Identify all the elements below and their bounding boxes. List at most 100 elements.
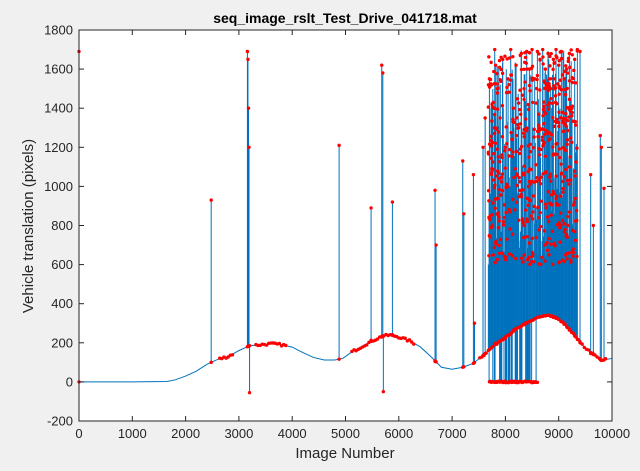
data-point	[552, 77, 557, 81]
data-point	[489, 60, 493, 65]
data-point	[518, 88, 522, 92]
data-point	[503, 145, 508, 149]
data-point	[552, 241, 556, 246]
data-point	[209, 198, 213, 202]
y-tick-label: 0	[66, 374, 73, 389]
x-tick-label: 0	[75, 426, 82, 441]
data-point	[527, 50, 531, 55]
data-point	[548, 64, 552, 68]
data-point	[530, 179, 534, 184]
data-point	[511, 54, 515, 59]
data-point	[522, 235, 526, 240]
data-point	[433, 188, 437, 193]
y-tick-label: 400	[51, 296, 73, 311]
data-point	[491, 253, 495, 257]
data-point	[230, 353, 235, 357]
data-point	[553, 86, 558, 90]
data-point	[541, 114, 545, 118]
data-point	[544, 206, 548, 210]
data-point	[550, 101, 554, 105]
data-point	[557, 59, 561, 63]
data-point	[547, 101, 551, 105]
data-point	[547, 84, 552, 89]
data-point	[528, 167, 532, 171]
data-point	[505, 85, 509, 90]
y-tick-label: 800	[51, 218, 73, 233]
data-point	[496, 171, 501, 175]
data-point	[518, 325, 523, 329]
data-point	[492, 81, 497, 86]
data-point	[561, 119, 565, 123]
data-point	[557, 147, 562, 151]
data-point	[486, 150, 491, 155]
data-point	[571, 203, 576, 207]
data-point	[559, 223, 563, 228]
data-point	[517, 151, 522, 156]
data-point	[569, 136, 573, 140]
data-point	[497, 243, 501, 248]
data-point	[497, 58, 502, 63]
data-point	[516, 123, 520, 127]
data-point	[526, 107, 531, 112]
data-point	[539, 175, 543, 179]
data-point	[514, 200, 519, 204]
data-point	[538, 58, 542, 62]
data-point	[541, 47, 545, 52]
data-point	[493, 47, 497, 52]
data-point	[569, 258, 573, 262]
data-point	[523, 50, 527, 55]
data-point	[518, 53, 522, 58]
data-point	[562, 222, 566, 226]
data-point	[493, 260, 497, 265]
data-point	[527, 255, 531, 259]
data-point	[537, 112, 541, 116]
data-point	[510, 137, 514, 142]
data-point	[554, 196, 558, 201]
data-point	[532, 204, 536, 209]
data-point	[528, 198, 533, 203]
y-tick-label: 1000	[44, 179, 73, 194]
data-point	[526, 203, 530, 208]
data-point	[524, 117, 528, 121]
data-point	[367, 340, 371, 345]
data-point	[537, 228, 541, 232]
data-point	[559, 194, 563, 198]
data-point	[572, 68, 576, 73]
data-point	[537, 123, 541, 127]
data-point	[566, 128, 570, 133]
data-point	[575, 254, 579, 259]
data-point	[545, 215, 550, 219]
data-point	[542, 121, 546, 126]
data-point	[489, 134, 493, 139]
data-point	[495, 107, 500, 111]
data-point	[497, 187, 502, 192]
x-tick-label: 6000	[384, 426, 413, 441]
data-point	[526, 102, 530, 107]
data-point	[568, 178, 573, 182]
data-point	[515, 116, 519, 120]
data-point	[539, 127, 544, 131]
data-point	[567, 165, 571, 169]
data-point	[499, 79, 503, 84]
data-point	[540, 255, 544, 259]
data-point	[511, 150, 515, 154]
data-point	[557, 86, 562, 90]
data-point	[486, 189, 491, 193]
data-point	[566, 214, 570, 219]
data-point	[491, 201, 495, 205]
data-point	[496, 155, 501, 159]
data-point	[567, 51, 572, 56]
data-point	[498, 116, 502, 120]
data-point	[578, 49, 582, 54]
data-point	[538, 182, 543, 186]
data-point	[535, 129, 540, 134]
data-point	[498, 237, 503, 242]
data-point	[523, 80, 527, 84]
data-point	[526, 184, 531, 189]
data-point	[490, 119, 494, 123]
data-point	[560, 179, 565, 184]
data-point	[574, 208, 579, 213]
data-point	[528, 262, 532, 267]
data-point	[523, 60, 527, 64]
